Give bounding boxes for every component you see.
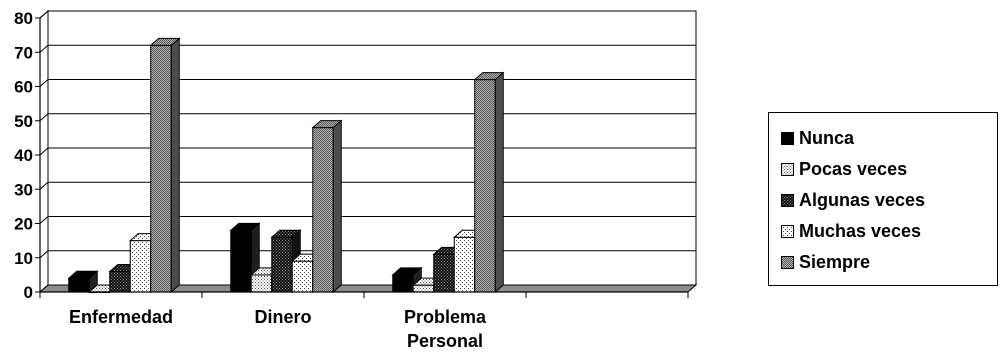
legend-swatch	[781, 194, 794, 207]
y-tick-label: 10	[14, 249, 33, 268]
legend-item: Pocas veces	[781, 154, 997, 185]
legend-label: Nunca	[799, 128, 855, 148]
y-tick-label: 80	[14, 9, 33, 28]
y-tick-label: 60	[14, 78, 33, 97]
y-tick-label: 30	[14, 180, 33, 199]
y-tick-label: 0	[24, 283, 33, 302]
legend-item: Nunca	[781, 123, 997, 154]
x-axis-labels: Enfermedad Dinero Problema Personal	[39, 292, 689, 351]
gridline	[39, 10, 696, 19]
legend-swatch	[781, 225, 794, 238]
legend: Nunca Pocas veces Algunas veces Muchas vece…	[768, 112, 998, 286]
legend-item: Siempre	[781, 247, 997, 278]
x-category-label: Enfermedad	[69, 307, 173, 327]
legend-swatch	[781, 132, 794, 145]
legend-item: Algunas veces	[781, 185, 997, 216]
y-tick-label: 50	[14, 112, 33, 131]
bar	[67, 270, 99, 294]
bar	[473, 71, 505, 294]
x-category-label: Problema	[404, 307, 487, 327]
legend-item: Muchas veces	[781, 216, 997, 247]
bars	[67, 37, 505, 294]
legend-label: Siempre	[799, 252, 871, 272]
legend-label: Pocas veces	[799, 159, 908, 179]
legend-label: Algunas veces	[799, 190, 926, 210]
y-tick-label: 20	[14, 215, 33, 234]
x-category-label: Dinero	[254, 307, 311, 327]
bar	[311, 119, 343, 294]
y-tick-label: 40	[14, 146, 33, 165]
x-category-label: Personal	[407, 331, 483, 351]
y-axis-ticks: 0 10 20 30 40 50 60 70 80	[14, 9, 40, 302]
y-tick-label: 70	[14, 43, 33, 62]
legend-label: Muchas veces	[799, 221, 922, 241]
gridline	[39, 44, 696, 53]
bar	[149, 37, 181, 294]
legend-swatch	[781, 256, 794, 269]
legend-swatch	[781, 163, 794, 176]
